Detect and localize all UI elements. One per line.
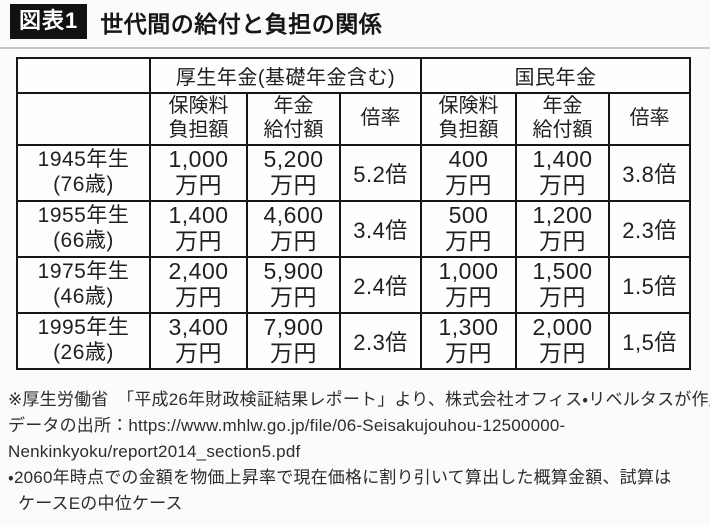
note-method-1: ・2060年時点での金額を物価上昇率で現在価格に割り引いて算出した概算金額、試算…: [8, 468, 672, 487]
note-method-2: ケースEの中位ケース: [18, 494, 183, 513]
sub-header-row: 保険料 負担額 年金 給付額 倍率 保険料 負担額 年金 給付額 倍率: [16, 92, 692, 146]
col-header-line: 給付額: [263, 119, 324, 141]
unit-label: 万円: [445, 340, 493, 366]
group-header-kokumin: 国民年金: [420, 57, 692, 94]
row-label: 1955年生 (66歳): [16, 200, 151, 258]
unit-label: 万円: [539, 284, 587, 310]
current-age: (76歳): [53, 173, 114, 196]
kosei-premium-cell: 3,400 万円: [149, 312, 248, 370]
kokumin-benefit-cell: 2,000 万円: [515, 312, 611, 370]
table-row-1975: 1975年生 (46歳) 2,400 万円 5,900 万円 2.4倍 1,00…: [16, 256, 692, 314]
kosei-premium-cell: 1,000 万円: [149, 144, 248, 202]
group-header-kosei: 厚生年金(基礎年金含む): [148, 57, 423, 94]
birth-year: 1945年生: [37, 148, 130, 172]
kokumin-ratio-cell: 1,5倍: [608, 312, 692, 370]
col-header-line: 負担額: [438, 119, 499, 141]
kosei-ratio-cell: 3.4倍: [338, 200, 423, 258]
kokumin-benefit-cell: 1,200 万円: [515, 200, 611, 258]
unit-label: 万円: [175, 284, 222, 310]
col-header-line: 年金: [542, 95, 583, 118]
col-header-kokumin-premium: 保険料 負担額: [420, 92, 518, 146]
kokumin-premium-cell: 1,000 万円: [420, 256, 518, 314]
row-label: 1995年生 (26歳): [16, 312, 151, 370]
unit-label: 万円: [270, 284, 317, 310]
kokumin-ratio-cell: 3.8倍: [608, 144, 692, 202]
figure-title: 世代間の給付と負担の関係: [100, 10, 383, 37]
table-row-1945: 1945年生 (76歳) 1,000 万円 5,200 万円 5.2倍 400 …: [16, 144, 692, 202]
unit-label: 万円: [175, 172, 222, 198]
group-header-row: 厚生年金(基礎年金含む) 国民年金: [16, 57, 692, 94]
kosei-ratio-cell: 2.3倍: [338, 312, 423, 370]
birth-year: 1995年生: [37, 316, 130, 340]
kosei-premium-cell: 2,400 万円: [149, 256, 248, 314]
footnotes: ※厚生労働省 「平成26年財政検証結果レポート」より、株式会社オフィス・リベルタ…: [8, 387, 710, 517]
col-header-kosei-ratio: 倍率: [338, 92, 423, 146]
figure-header: 図表1 世代間の給付と負担の関係: [10, 4, 382, 39]
col-header-line: 年金: [273, 95, 314, 118]
corner-empty-cell: [16, 57, 151, 94]
kosei-premium-cell: 1,400 万円: [149, 200, 248, 258]
kokumin-premium-cell: 500 万円: [420, 200, 518, 258]
unit-label: 万円: [270, 340, 317, 366]
pension-comparison-table: 厚生年金(基礎年金含む) 国民年金 保険料 負担額 年金 給付額 倍率 保険料 …: [16, 57, 692, 370]
kokumin-benefit-cell: 1,400 万円: [515, 144, 611, 202]
divider-rule: [0, 47, 710, 49]
kosei-ratio-cell: 2.4倍: [338, 256, 423, 314]
table-row-1995: 1995年生 (26歳) 3,400 万円 7,900 万円 2.3倍 1,30…: [16, 312, 692, 370]
kosei-ratio-cell: 5.2倍: [338, 144, 423, 202]
kokumin-ratio-cell: 1.5倍: [608, 256, 692, 314]
unit-label: 万円: [539, 340, 587, 366]
unit-label: 万円: [539, 172, 587, 198]
col-header-line: 給付額: [532, 119, 593, 141]
unit-label: 万円: [445, 228, 493, 254]
current-age: (26歳): [53, 341, 114, 364]
row-label: 1945年生 (76歳): [16, 144, 151, 202]
col-header-line: 負担額: [168, 119, 229, 141]
unit-label: 万円: [445, 284, 493, 310]
col-header-kosei-benefit: 年金 給付額: [246, 92, 341, 146]
figure-number-badge: 図表1: [10, 4, 88, 39]
current-age: (46歳): [53, 285, 114, 308]
unit-label: 万円: [445, 172, 493, 198]
col-header-kokumin-ratio: 倍率: [608, 92, 692, 146]
unit-label: 万円: [175, 228, 222, 254]
note-attribution: ※厚生労働省 「平成26年財政検証結果レポート」より、株式会社オフィス・リベルタ…: [8, 390, 710, 409]
col-header-kokumin-benefit: 年金 給付額: [515, 92, 611, 146]
kosei-benefit-cell: 5,900 万円: [246, 256, 341, 314]
kokumin-ratio-cell: 2.3倍: [608, 200, 692, 258]
kokumin-premium-cell: 400 万円: [420, 144, 518, 202]
note-source-url-1: データの出所：https://www.mhlw.go.jp/file/06-Se…: [8, 416, 566, 435]
unit-label: 万円: [270, 172, 317, 198]
col-header-line: 保険料: [438, 95, 499, 118]
kosei-benefit-cell: 7,900 万円: [246, 312, 341, 370]
unit-label: 万円: [270, 228, 317, 254]
birth-year: 1955年生: [37, 204, 130, 228]
row-label: 1975年生 (46歳): [16, 256, 151, 314]
col-header-line: 保険料: [168, 95, 229, 118]
table-row-1955: 1955年生 (66歳) 1,400 万円 4,600 万円 3.4倍 500 …: [16, 200, 692, 258]
unit-label: 万円: [175, 340, 222, 366]
kokumin-benefit-cell: 1,500 万円: [515, 256, 611, 314]
kokumin-premium-cell: 1,300 万円: [420, 312, 518, 370]
birth-year: 1975年生: [37, 260, 130, 284]
corner-empty-cell: [16, 92, 151, 146]
col-header-kosei-premium: 保険料 負担額: [149, 92, 248, 146]
kosei-benefit-cell: 5,200 万円: [246, 144, 341, 202]
current-age: (66歳): [53, 229, 114, 252]
note-source-url-2: Nenkinkyoku/report2014_section5.pdf: [8, 442, 301, 461]
unit-label: 万円: [539, 228, 587, 254]
kosei-benefit-cell: 4,600 万円: [246, 200, 341, 258]
